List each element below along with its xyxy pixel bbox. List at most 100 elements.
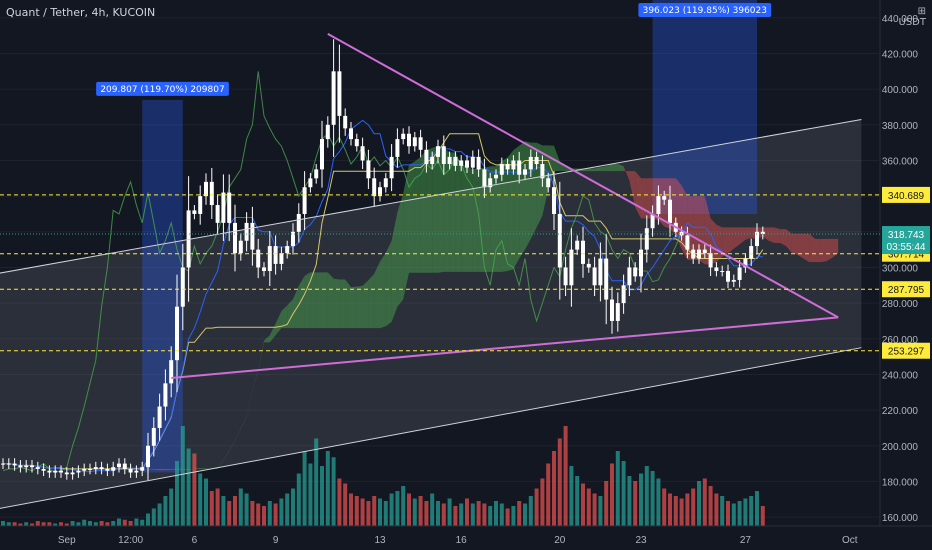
- candle-body: [180, 267, 185, 307]
- measure-label-1: 209.807 (119.70%) 209807: [100, 85, 224, 95]
- volume-bar: [569, 466, 574, 526]
- volume-bar: [244, 493, 249, 526]
- candle-body: [221, 192, 226, 223]
- candle-body: [528, 156, 533, 170]
- candle-body: [563, 267, 568, 286]
- candle-body: [453, 156, 458, 166]
- volume-bar: [528, 496, 533, 526]
- y-tick-label: 240.000: [882, 370, 919, 381]
- volume-bar: [702, 478, 707, 526]
- cloud-segment: [281, 305, 288, 329]
- cloud-segment: [310, 272, 317, 329]
- candle-body: [511, 160, 516, 170]
- candle-body: [755, 231, 759, 247]
- cloud-segment: [606, 164, 612, 172]
- volume-bar: [349, 493, 353, 526]
- candle-body: [88, 468, 92, 470]
- cloud-segment: [159, 468, 166, 471]
- cloud-segment: [443, 147, 450, 272]
- candle-body: [105, 468, 110, 471]
- volume-bar: [122, 519, 127, 526]
- volume-bar: [267, 501, 272, 526]
- cloud-segment: [472, 168, 479, 272]
- volume-bar: [325, 451, 330, 526]
- cloud-segment: [438, 145, 444, 273]
- cloud-segment: [397, 193, 404, 307]
- candle-body: [325, 124, 330, 140]
- triangle-lower-line: [171, 316, 839, 380]
- cloud-segment: [171, 468, 177, 470]
- candle-body: [337, 71, 342, 116]
- volume-bar: [743, 498, 748, 526]
- candle-body: [644, 228, 649, 250]
- price-axis-panel: [880, 0, 932, 550]
- volume-bar: [105, 522, 110, 526]
- volume-bar: [424, 501, 429, 526]
- volume-bar: [592, 493, 597, 526]
- volume-bar: [354, 496, 359, 526]
- cloud-segment: [490, 166, 496, 272]
- candle-body: [70, 472, 75, 475]
- x-tick-label: 27: [740, 535, 752, 546]
- x-tick-label: 12:00: [118, 535, 143, 546]
- candle-body: [430, 156, 435, 165]
- cloud-segment: [791, 233, 798, 255]
- volume-bar: [563, 426, 568, 526]
- volume-bar: [180, 426, 185, 526]
- candle-body: [494, 174, 498, 179]
- x-tick-label: 6: [192, 535, 198, 546]
- x-tick-label: Sep: [58, 535, 76, 546]
- candle-body: [621, 285, 626, 304]
- candle-body: [412, 137, 417, 147]
- volume-bar: [227, 501, 232, 526]
- cloud-segment: [420, 150, 427, 273]
- candle-body: [470, 156, 475, 168]
- cloud-segment: [554, 145, 560, 172]
- cloud-segment: [797, 233, 804, 259]
- volume-bar: [389, 493, 394, 526]
- candle-body: [575, 240, 580, 250]
- volume-bar: [238, 488, 243, 526]
- candle-body: [279, 253, 284, 264]
- candle-body: [499, 164, 504, 175]
- y-tick-label: 220.000: [882, 406, 919, 417]
- volume-bar: [557, 438, 562, 526]
- cloud-segment: [467, 166, 473, 272]
- candle-body: [488, 178, 493, 188]
- volume-bar: [1, 521, 5, 526]
- volume-bar: [662, 488, 667, 526]
- candle-body: [35, 467, 40, 469]
- volume-bar: [70, 521, 75, 526]
- volume-bar: [581, 483, 585, 526]
- cloud-segment: [385, 240, 392, 327]
- volume-bar: [372, 496, 377, 526]
- y-tick-label: 400.000: [882, 85, 919, 96]
- volume-bar: [366, 501, 371, 526]
- volume-bar: [534, 488, 539, 526]
- volume-bar: [279, 498, 284, 526]
- volume-bar: [598, 496, 603, 526]
- cloud-segment: [229, 439, 235, 452]
- cloud-segment: [809, 233, 815, 263]
- candle-body: [198, 196, 203, 214]
- currency-selector[interactable]: ⊞ USDT: [899, 6, 926, 28]
- current-price-tag: 318.743: [888, 230, 925, 241]
- candle-body: [407, 133, 411, 147]
- volume-bar: [627, 476, 632, 526]
- volume-bar: [256, 503, 261, 526]
- cloud-segment: [252, 369, 259, 391]
- y-tick-label: 180.000: [882, 477, 919, 488]
- candle-body: [41, 468, 46, 471]
- volume-bar: [117, 518, 121, 526]
- volume-bar: [639, 473, 643, 526]
- cloud-segment: [426, 147, 433, 273]
- volume-bar: [12, 522, 17, 526]
- candle-body: [76, 470, 81, 473]
- volume-bar: [418, 496, 423, 526]
- candle-body: [737, 267, 742, 280]
- cloud-segment: [414, 156, 421, 273]
- volume-bar: [215, 488, 220, 526]
- candle-body: [18, 465, 23, 468]
- level-tag-bg: [882, 342, 930, 359]
- candle-body: [639, 249, 643, 277]
